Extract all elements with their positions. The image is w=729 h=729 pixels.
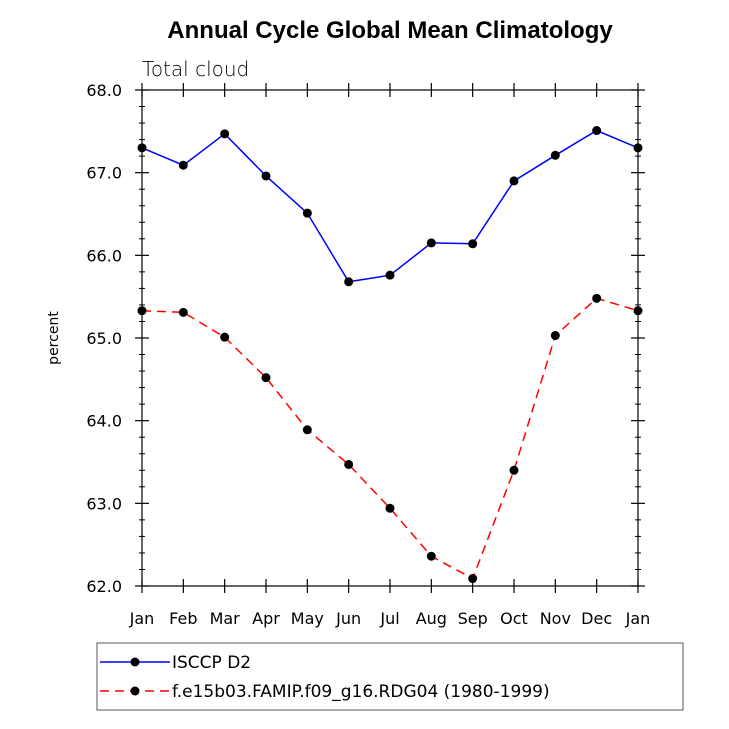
data-point — [137, 306, 147, 316]
x-tick-label: Jan — [625, 609, 651, 628]
chart-title: Annual Cycle Global Mean Climatology — [167, 17, 613, 44]
data-point — [468, 574, 478, 584]
data-point — [344, 277, 354, 287]
y-axis-label: percent — [46, 311, 62, 365]
data-point — [220, 332, 230, 342]
data-point — [550, 331, 560, 341]
data-point — [633, 143, 643, 153]
data-point — [344, 459, 354, 469]
y-tick-label: 66.0 — [86, 246, 122, 265]
data-point — [261, 373, 271, 383]
data-point — [220, 129, 230, 139]
legend-label-1: ISCCP D2 — [172, 653, 251, 673]
x-tick-label: Aug — [416, 609, 447, 628]
y-tick-label: 64.0 — [86, 412, 122, 431]
x-tick-label: Nov — [540, 609, 571, 628]
data-point — [385, 503, 395, 513]
data-point — [633, 306, 643, 316]
series-line-2 — [141, 297, 639, 580]
x-tick-label: May — [291, 609, 324, 628]
data-point — [385, 270, 395, 280]
data-point — [592, 126, 602, 136]
legend-marker-1 — [130, 657, 140, 667]
x-tick-label: Mar — [210, 609, 241, 628]
data-point — [468, 239, 478, 249]
data-point — [426, 551, 436, 561]
data-point — [137, 143, 147, 153]
x-tick-label: Jan — [129, 609, 155, 628]
legend-marker-2 — [130, 686, 140, 696]
x-tick-label: Jul — [379, 609, 399, 628]
y-tick-label: 65.0 — [86, 329, 122, 348]
legend-box — [96, 642, 684, 711]
data-point — [302, 208, 312, 218]
y-tick-label: 63.0 — [86, 494, 122, 513]
y-tick-label: 62.0 — [86, 577, 122, 596]
x-tick-label: Apr — [252, 609, 280, 628]
data-point — [550, 150, 560, 160]
chart-subtitle: Total cloud — [142, 57, 249, 81]
data-point — [509, 176, 519, 186]
x-tick-label: Sep — [458, 609, 488, 628]
data-point — [426, 238, 436, 248]
y-tick-label: 67.0 — [86, 164, 122, 183]
x-tick-label: Feb — [169, 609, 197, 628]
data-point — [261, 171, 271, 181]
legend-label-2: f.e15b03.FAMIP.f09_g16.RDG04 (1980-1999) — [172, 682, 550, 702]
data-point — [178, 307, 188, 317]
data-point — [592, 293, 602, 303]
x-tick-label: Dec — [581, 609, 612, 628]
data-point — [178, 160, 188, 170]
data-point — [302, 425, 312, 435]
x-tick-label: Jun — [335, 609, 361, 628]
series-line-1 — [141, 129, 639, 283]
data-point — [509, 465, 519, 475]
y-tick-label: 68.0 — [86, 81, 122, 100]
x-tick-label: Oct — [500, 609, 528, 628]
